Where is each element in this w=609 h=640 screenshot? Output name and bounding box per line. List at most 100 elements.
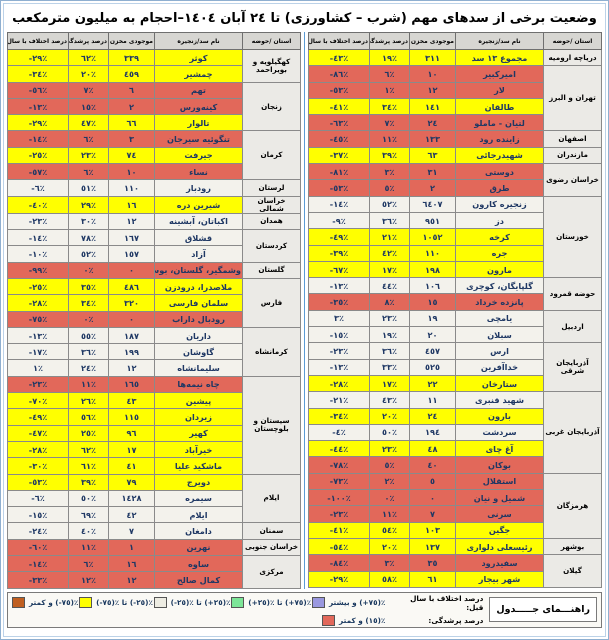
volume-cell: ٢ xyxy=(409,179,456,197)
province-cell: فارس xyxy=(242,277,301,328)
province-cell: خراسان شمالی xyxy=(242,195,301,214)
fill-cell: ٣٤٪ xyxy=(68,294,109,312)
volume-cell: ٠ xyxy=(108,261,155,279)
volume-cell: ١٢ xyxy=(409,81,456,99)
volume-cell: ٥ xyxy=(409,472,456,491)
fill-cell: ٢٠٪ xyxy=(369,407,410,425)
volume-cell: ١٩٩ xyxy=(108,343,155,361)
volume-cell: ٠ xyxy=(409,489,456,507)
volume-cell: ١٩٨ xyxy=(409,260,456,279)
diff-cell: -٤٤٪ xyxy=(308,440,370,458)
fill-cell: ٥٢٪ xyxy=(369,195,410,213)
legend-fill-label: درصد پرشدگی: xyxy=(428,615,484,625)
name-cell: رودبال داراب xyxy=(154,310,243,328)
fill-cell: ١١٪ xyxy=(68,375,109,394)
fill-cell: ٢٦٪ xyxy=(68,392,109,410)
province-cell: سمنان xyxy=(242,522,301,540)
column-header: استان /حوضه xyxy=(242,32,301,50)
fill-cell: ٣٪ xyxy=(369,554,410,572)
province-cell: مرکزی xyxy=(242,555,301,589)
diff-cell: -٦٠٪ xyxy=(7,538,69,557)
volume-cell: ٧ xyxy=(409,505,456,523)
name-cell: تهم xyxy=(154,81,243,99)
province-cell: کردستان xyxy=(242,229,301,263)
table-row: مارون ١٩٨ ١٧٪ -٦٧٪ xyxy=(308,260,602,279)
legend-diff-items: ⁦(+٧٥)٪⁩ و بیشتر ⁦(+٧٥)٪⁩ تا ⁦(+٢٥)٪⁩ ⁦(+٢… xyxy=(12,597,385,609)
volume-cell: ١١٠ xyxy=(108,179,155,197)
fill-cell: ٦٩٪ xyxy=(68,506,109,524)
table-row: سردشت ١٩٤ ٥٠٪ -٤٪ xyxy=(308,423,602,442)
name-cell: زنجیره کارون xyxy=(455,195,544,213)
name-cell: وشمگیر، گلستان، بوستان xyxy=(154,261,243,279)
province-cell: مازندران xyxy=(543,146,602,165)
name-cell: طالقان xyxy=(455,97,544,116)
legend-body: درصد اختلاف با سال قبل: ⁦(+٧٥)٪⁩ و بیشتر… xyxy=(12,594,483,626)
province-cell: خوزستان xyxy=(543,195,602,279)
diff-cell: -٤٧٪ xyxy=(7,424,69,442)
volume-cell: ١٠٥٢ xyxy=(409,228,456,246)
diff-cell: -٦٪ xyxy=(7,179,69,197)
fill-cell: ٤٢٪ xyxy=(369,244,410,262)
table-row: هرمزگان استقلال ٥ ٢٪ -٧٣٪ xyxy=(308,472,602,539)
fill-cell: ٥٤٪ xyxy=(369,521,410,539)
name-cell: بوکان xyxy=(455,456,544,474)
fill-cell: ٦٪ xyxy=(369,65,410,83)
fill-cell: ٢٤٪ xyxy=(68,359,109,377)
volume-cell: ١٧ xyxy=(108,440,155,459)
volume-cell: ١٥٧ xyxy=(108,245,155,263)
volume-cell: ٦ xyxy=(108,81,155,99)
fill-cell: ٥٪ xyxy=(369,179,410,197)
table-row: طرق ٢ ٥٪ -٥٣٪ xyxy=(308,179,602,197)
volume-cell: ٤٠ xyxy=(409,456,456,474)
fill-cell: ٣٠٪ xyxy=(68,212,109,231)
table-row: آذربایجان شرقی ارس ٤٥٧ ٣٦٪ -٢٣٪ xyxy=(308,342,602,393)
volume-cell: ١٨٧ xyxy=(108,326,155,345)
fill-cell: ٤٣٪ xyxy=(369,391,410,409)
name-cell: شهیدرجائی xyxy=(455,146,544,165)
name-cell: مارون xyxy=(455,260,544,279)
legend-title: راهنـــمای جـــــدول xyxy=(489,597,597,623)
name-cell: جیرفت xyxy=(154,146,243,165)
diff-cell: -٧٣٪ xyxy=(308,472,370,491)
table-row: کهیر ٩٦ ٢٥٪ -٤٧٪ xyxy=(7,424,301,442)
fill-cell: ٦٪ xyxy=(68,163,109,181)
fill-cell: ١٪ xyxy=(369,81,410,99)
diff-cell: -٢٤٪ xyxy=(7,522,69,540)
diff-cell: -٨١٪ xyxy=(308,163,370,181)
name-cell: کهیر xyxy=(154,424,243,442)
column-header: نام سد/زنجیره xyxy=(154,32,243,50)
name-cell: ماشکید علیا xyxy=(154,457,243,475)
fill-cell: ٥٦٪ xyxy=(68,408,109,426)
diff-cell: -١٣٪ xyxy=(7,97,69,116)
table-row: کرمانشاه داریان ١٨٧ ٥٥٪ -١٣٪ xyxy=(7,326,301,377)
name-cell: شهید قنبری xyxy=(455,391,544,409)
diff-cell: -٩٩٪ xyxy=(7,261,69,279)
name-cell: ساوه xyxy=(154,555,243,573)
table-row: خداآفرین ٥٢٥ ٣٣٪ -١٣٪ xyxy=(308,358,602,376)
volume-cell: ٣ xyxy=(108,130,155,148)
table-row: زنجان تهم ٦ ٧٪ -٥٦٪ xyxy=(7,81,301,132)
name-cell: لار xyxy=(455,81,544,99)
fill-cell: ٤٤٪ xyxy=(369,277,410,295)
diff-cell: -٥٧٪ xyxy=(7,163,69,181)
name-cell: زیردان xyxy=(154,408,243,426)
fill-cell: ٣٦٪ xyxy=(68,343,109,361)
province-cell: لرستان xyxy=(242,179,301,197)
table-row: کهگیلویه و بویراحمد کوثر ٣٣٩ ٦٢٪ -٢٩٪ xyxy=(7,48,301,83)
table-row: حوضه قمرود گلپایگان، کوچری ١٠٦ ٤٤٪ -١٣٪ xyxy=(308,277,602,311)
volume-cell: ٤٥٧ xyxy=(409,342,456,360)
table-row: فارس ملاصدرا، درودزن ٤٨٦ ٣٥٪ -٢٥٪ xyxy=(7,277,301,328)
volume-cell: ٥٢٥ xyxy=(409,358,456,376)
table-row: خراسان رضوی دوستی ٣١ ٣٪ -٨١٪ xyxy=(308,163,602,197)
legend-item-label: ⁦(-٧٥)٪⁩ و کمتر xyxy=(29,598,79,608)
fill-cell: ٣٪ xyxy=(369,163,410,181)
table-row: خراسان شمالی شیرین دره ١٦ ٢٩٪ -٤٠٪ xyxy=(7,195,301,214)
diff-cell: -٣٤٪ xyxy=(308,407,370,425)
name-cell: شمیل و نیان xyxy=(455,489,544,507)
volume-cell: ٦١ xyxy=(409,570,456,588)
diff-cell: -٢٨٪ xyxy=(7,294,69,312)
table-row: اصفهان زاینده رود ١٣٣ ١١٪ -٤٥٪ xyxy=(308,130,602,148)
name-cell: رئیسعلی دلواری xyxy=(455,537,544,556)
diff-cell: -٣٤٪ xyxy=(7,65,69,83)
table-row: مرکزی ساوه ١٦ ٦٪ -١٤٪ xyxy=(7,555,301,589)
